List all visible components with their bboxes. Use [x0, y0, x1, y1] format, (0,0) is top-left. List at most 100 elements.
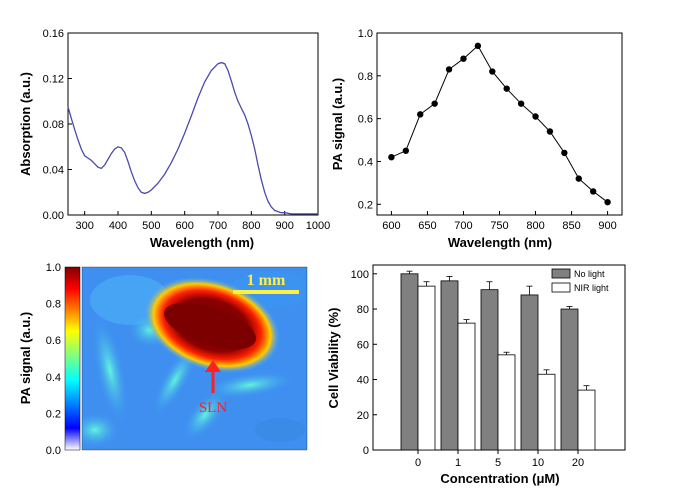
bar-nir-light	[577, 389, 596, 451]
legend-swatch-nir-light	[551, 282, 571, 293]
x-tick-label: 700	[454, 220, 472, 232]
x-tick-label: 1	[455, 457, 461, 469]
viability-x-ticks: 0 1 5 10 20	[415, 450, 584, 469]
pa-spectrum-point	[388, 153, 395, 161]
x-tick-label: 10	[532, 457, 544, 469]
pa-spectrum-point	[589, 188, 597, 195]
y-tick-label: 0.08	[43, 119, 64, 131]
y-tick-label: 60	[357, 339, 369, 351]
colorbar-tick-label: 0.2	[46, 408, 61, 420]
legend-swatch-no-light	[551, 268, 571, 279]
x-tick-label: 700	[209, 220, 227, 232]
legend-label-nir-light: NIR light	[574, 283, 609, 293]
y-tick-label: 0.4	[358, 156, 373, 168]
colorbar-tick-label: 0.4	[46, 372, 61, 384]
bar-no-light	[560, 308, 579, 451]
pa-spectrum-x-ticks: 600 650 700 750 800 850 900	[382, 211, 617, 232]
colorbar-tick-label: 0.0	[46, 445, 61, 457]
pa-spectrum-series-line	[391, 45, 608, 203]
x-tick-label: 600	[382, 220, 400, 232]
x-tick-label: 400	[109, 220, 127, 232]
pa-image-y-axis-label: PA signal (a.u.)	[18, 312, 33, 404]
x-tick-label: 5	[495, 457, 501, 469]
y-tick-label: 0.2	[358, 199, 373, 211]
pa-spectrum-point	[604, 198, 611, 206]
y-tick-label: 40	[357, 375, 369, 387]
colorbar	[64, 266, 81, 451]
absorption-plot-frame	[67, 32, 319, 216]
scale-bar-label: 1 mm	[247, 272, 286, 289]
viability-bars	[400, 270, 596, 451]
y-tick-label: 0.8	[358, 71, 373, 83]
absorption-y-ticks: 0.00 0.04 0.08 0.12 0.16	[43, 28, 72, 222]
y-tick-label: 80	[357, 304, 369, 316]
bar-nir-light	[537, 373, 556, 451]
pa-spectrum-point	[402, 147, 410, 154]
y-tick-label: 20	[357, 410, 369, 422]
viability-y-ticks: 0 20 40 60 80 100	[351, 269, 377, 457]
x-tick-label: 800	[242, 220, 260, 232]
x-tick-label: 1000	[306, 220, 330, 232]
y-tick-label: 1.0	[358, 28, 373, 40]
pa-spectrum-point	[489, 68, 496, 75]
viability-y-axis-label: Cell Viability (%)	[326, 308, 341, 409]
pa-spectrum-point	[561, 149, 568, 157]
legend-label-no-light: No light	[574, 269, 605, 279]
absorption-x-ticks: 300 400 500 600 700 800 900 1000	[75, 211, 330, 232]
pa-image-map	[82, 267, 307, 450]
pa-spectrum-y-axis-label: PA signal (a.u.)	[330, 78, 345, 170]
pa-spectrum-point	[474, 42, 482, 50]
x-tick-label: 500	[142, 220, 160, 232]
y-tick-label: 0.04	[43, 165, 64, 177]
sln-arrow-head	[205, 360, 221, 372]
y-tick-label: 100	[351, 269, 369, 281]
pa-spectrum-point	[532, 113, 539, 120]
colorbar-tick-label: 0.6	[46, 335, 61, 347]
x-tick-label: 850	[562, 220, 580, 232]
sln-annotation: SLN	[199, 400, 228, 416]
viability-x-axis-label: Concentration (μM)	[440, 471, 559, 486]
bar-no-light	[520, 294, 539, 451]
y-tick-label: 0.16	[43, 28, 64, 40]
x-tick-label: 20	[572, 457, 584, 469]
pa-spectrum-point	[546, 128, 554, 135]
absorption-x-axis-label: Wavelength (nm)	[150, 235, 254, 250]
colorbar-tick-label: 0.8	[46, 299, 61, 311]
absorption-y-axis-label: Absorption (a.u.)	[18, 72, 33, 176]
x-tick-label: 900	[275, 220, 293, 232]
x-tick-label: 800	[526, 220, 544, 232]
pa-spectrum-points	[388, 42, 611, 206]
pa-spectrum-point	[460, 55, 467, 62]
x-tick-label: 650	[418, 220, 436, 232]
pa-spectrum-point	[503, 85, 510, 92]
pa-spectrum-point	[417, 111, 424, 118]
bar-no-light	[400, 273, 419, 451]
absorption-series-line	[67, 61, 318, 215]
y-tick-label: 0.00	[43, 210, 64, 222]
x-tick-label: 0	[415, 457, 421, 469]
colorbar-tick-label: 1.0	[46, 262, 61, 274]
scale-bar	[233, 290, 299, 294]
pa-spectrum-point	[445, 66, 453, 73]
colorbar-ticks: 1.0 0.8 0.6 0.4 0.2 0.0	[46, 262, 61, 457]
pa-spectrum-plot-frame	[376, 32, 623, 216]
y-tick-label: 0	[363, 445, 369, 457]
x-tick-label: 600	[175, 220, 193, 232]
bar-no-light	[480, 289, 499, 451]
pa-spectrum-point	[517, 100, 525, 107]
x-tick-label: 300	[75, 220, 93, 232]
bar-no-light	[440, 280, 459, 451]
x-tick-label: 750	[490, 220, 508, 232]
viability-legend: No light NIR light	[551, 268, 609, 293]
pa-spectrum-panel: 0.2 0.4 0.6 0.8 1.0 600 650 700 750 800 850 900 Wa…	[330, 28, 623, 250]
pa-spectrum-point	[575, 175, 582, 182]
pa-spectrum-y-ticks: 0.2 0.4 0.6 0.8 1.0	[358, 28, 381, 211]
absorption-panel: 0.00 0.04 0.08 0.12 0.16 300 400 500 600 700 800 9…	[18, 28, 330, 250]
pa-spectrum-x-axis-label: Wavelength (nm)	[448, 235, 552, 250]
y-tick-label: 0.12	[43, 74, 64, 86]
bar-nir-light	[457, 322, 476, 451]
bar-nir-light	[417, 285, 436, 451]
x-tick-label: 900	[598, 220, 616, 232]
